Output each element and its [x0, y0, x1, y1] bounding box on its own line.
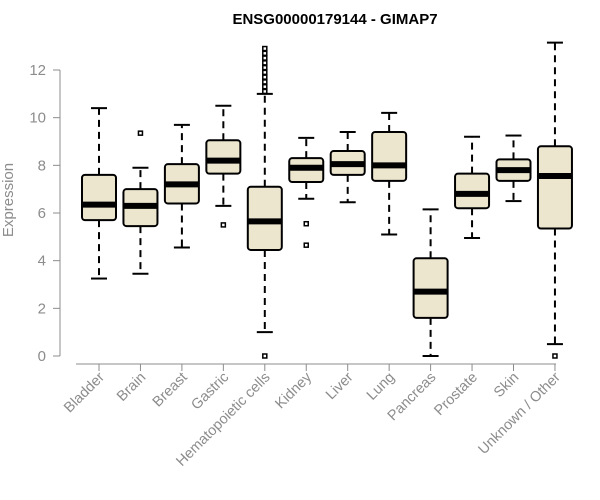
y-tick-label: 8	[38, 157, 46, 174]
box-iqr	[371, 130, 408, 182]
box-group	[371, 111, 408, 236]
box-iqr	[81, 173, 117, 222]
x-tick-label: Skin	[491, 370, 522, 401]
outlier-point	[262, 353, 268, 359]
outlier-point	[262, 88, 268, 95]
outlier-point	[262, 45, 268, 52]
box-group	[205, 104, 242, 228]
box-group	[81, 107, 117, 280]
box-group	[246, 45, 283, 359]
y-tick-label: 4	[38, 253, 46, 270]
box-group	[495, 134, 532, 203]
box-group	[454, 135, 491, 240]
x-tick-label: Bladder	[61, 369, 108, 416]
outlier-point	[303, 220, 309, 227]
x-tick-label: Breast	[150, 370, 191, 411]
outlier-point	[220, 222, 227, 228]
x-tick-label: Lung	[364, 370, 398, 404]
outlier-point	[137, 130, 144, 136]
boxes-layer	[81, 41, 573, 359]
x-tick-label: Brain	[114, 370, 149, 405]
outlier-point	[262, 79, 268, 85]
x-tick-label: Kidney	[272, 369, 315, 412]
outlier-point	[262, 60, 268, 66]
box-group	[412, 208, 449, 357]
outlier-point	[552, 353, 558, 359]
box-group	[288, 136, 325, 248]
box-iqr	[412, 257, 449, 319]
y-axis-label: Expression	[0, 163, 17, 237]
box-iqr	[536, 145, 573, 230]
outlier-point	[262, 83, 268, 90]
y-tick-label: 10	[29, 110, 46, 127]
outlier-point	[262, 64, 268, 71]
box-group	[536, 41, 573, 359]
box-group	[122, 130, 159, 275]
outlier-point	[303, 242, 309, 248]
box-group	[163, 123, 200, 249]
outlier-point	[262, 74, 268, 80]
y-tick-label: 12	[29, 62, 46, 79]
y-tick-label: 0	[38, 348, 46, 365]
outlier-point	[262, 55, 268, 61]
y-ticks: 0 2 4 6 8 10 12	[29, 62, 60, 365]
box-iqr	[205, 139, 242, 175]
chart-title: ENSG00000179144 - GIMAP7	[232, 11, 437, 28]
outlier-point	[262, 69, 268, 76]
box-group	[329, 130, 366, 204]
x-tick-label: Liver	[323, 369, 357, 403]
y-tick-label: 2	[38, 300, 46, 317]
outlier-point	[262, 50, 268, 57]
y-tick-label: 6	[38, 205, 46, 222]
x-tick-label: Prostate	[431, 370, 480, 419]
